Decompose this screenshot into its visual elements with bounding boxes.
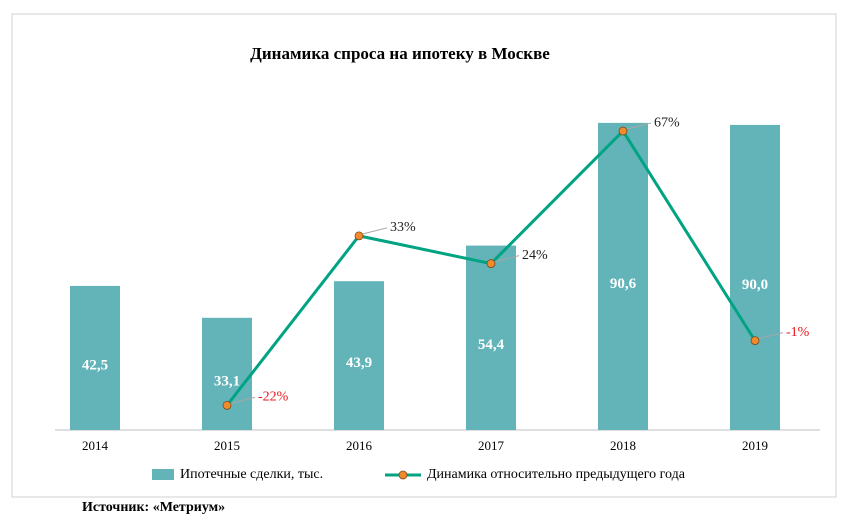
line-value-label: -1%	[786, 325, 810, 340]
x-tick-label: 2019	[742, 438, 768, 453]
bar	[598, 122, 648, 430]
bar-value-label: 42,5	[82, 357, 108, 373]
bar	[70, 285, 120, 430]
line-marker	[486, 259, 496, 268]
x-tick-label: 2014	[82, 438, 109, 453]
bar	[466, 245, 516, 430]
label-leader	[626, 122, 652, 130]
line-marker	[222, 400, 232, 410]
label-leader	[230, 396, 256, 404]
line-marker	[618, 126, 628, 136]
label-leader	[758, 332, 784, 340]
bar	[202, 317, 252, 430]
bar	[730, 124, 780, 431]
x-tick-label: 2017	[478, 438, 505, 453]
line-marker	[354, 231, 364, 241]
x-tick-label: 2015	[214, 438, 240, 453]
legend-label: Динамика относительно предыдущего года	[427, 467, 686, 482]
x-tick-label: 2018	[610, 438, 636, 453]
source: Источник: «Метриум»	[82, 500, 225, 515]
legend-swatch	[152, 469, 174, 480]
bar-value-label: 54,4	[478, 337, 505, 353]
label-leader	[362, 227, 388, 235]
line-value-label: 24%	[522, 248, 548, 263]
line-value-label: -22%	[258, 390, 289, 405]
bar	[334, 281, 384, 430]
bar-value-label: 90,0	[742, 277, 768, 293]
line-value-label: 67%	[654, 115, 680, 130]
bar-value-label: 33,1	[214, 373, 240, 389]
line-value-label: 33%	[390, 220, 416, 235]
bar-value-label: 90,6	[610, 276, 637, 292]
x-tick-label: 2016	[346, 438, 373, 453]
chart-title: Динамика спроса на ипотеку в Москве	[250, 44, 550, 63]
legend-marker	[398, 470, 408, 480]
bar-value-label: 43,9	[346, 355, 372, 371]
line-marker	[750, 336, 760, 346]
legend-label: Ипотечные сделки, тыс.	[180, 467, 323, 482]
chart-border	[11, 13, 837, 498]
label-leader	[494, 255, 520, 263]
